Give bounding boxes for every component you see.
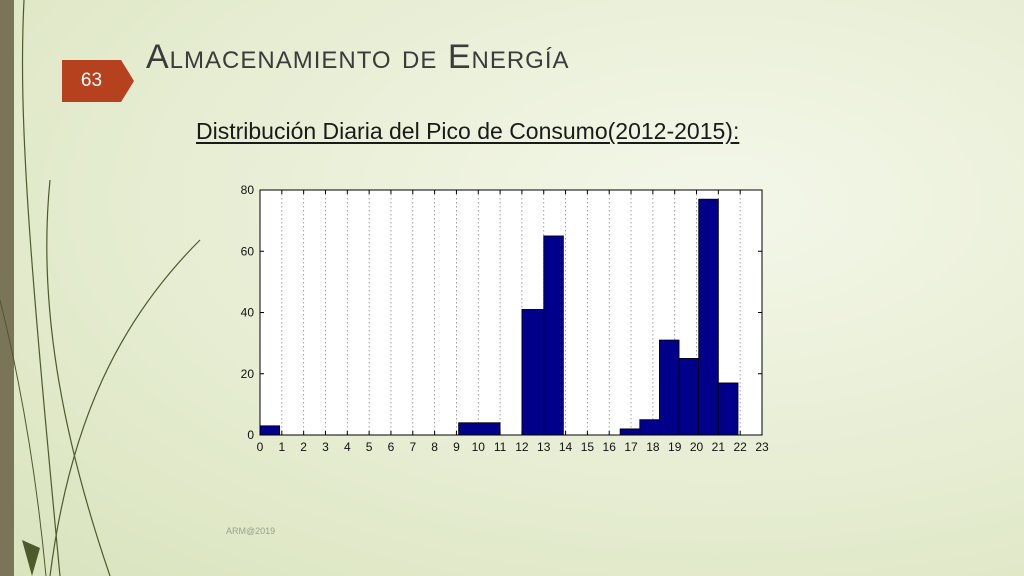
decorative-lines [0, 0, 201, 576]
footer-credit: ARM@2019 [226, 526, 276, 536]
x-tick-label: 6 [388, 440, 395, 454]
histogram-bar [659, 339, 680, 436]
y-tick-label: 0 [247, 428, 254, 442]
histogram-chart: 0 1 2 3 4 5 6 7 8 9 10 11 12 13 14 15 16 17 18 19 20 21 22 2302… [241, 183, 769, 454]
x-tick-label: 0 [257, 440, 264, 454]
x-tick-label: 23 [755, 440, 769, 454]
left-decor-bar [0, 0, 14, 576]
x-tick-label: 4 [344, 440, 351, 454]
plot-frame [259, 189, 763, 436]
y-tick-label: 40 [241, 306, 255, 320]
x-tick-label: 7 [409, 440, 416, 454]
histogram-bar [458, 422, 501, 436]
x-tick-label: 15 [581, 440, 595, 454]
chart-subtitle: Distribución Diaria del Pico de Consumo(… [196, 118, 740, 144]
histogram-bar [543, 235, 564, 436]
histogram-bar [639, 419, 660, 436]
x-tick-label: 17 [624, 440, 638, 454]
slide-number-tab: 63 [62, 60, 134, 102]
histogram-bar [678, 358, 700, 436]
histogram-bar [619, 428, 641, 436]
y-tick-label: 60 [241, 244, 255, 258]
y-tick-label: 20 [241, 367, 255, 381]
histogram-bar [521, 309, 545, 436]
histogram-bar [717, 382, 739, 436]
x-tick-label: 8 [431, 440, 438, 454]
x-tick-label: 14 [559, 440, 573, 454]
x-tick-label: 13 [537, 440, 551, 454]
histogram-bar [259, 425, 281, 436]
x-tick-label: 21 [712, 440, 726, 454]
x-tick-label: 19 [668, 440, 682, 454]
x-tick-label: 20 [690, 440, 704, 454]
x-tick-label: 12 [515, 440, 529, 454]
y-tick-label: 80 [241, 183, 255, 197]
slide-number: 63 [80, 70, 103, 91]
x-tick-label: 18 [646, 440, 660, 454]
x-tick-label: 16 [603, 440, 617, 454]
x-tick-label: 5 [366, 440, 373, 454]
x-tick-label: 11 [494, 440, 507, 454]
x-tick-label: 10 [472, 440, 486, 454]
slide-title: Almacenamiento de Energía [146, 38, 570, 76]
x-tick-label: 2 [300, 440, 307, 454]
x-tick-label: 22 [733, 440, 747, 454]
x-tick-label: 9 [453, 440, 460, 454]
histogram-bar [698, 198, 719, 436]
x-tick-label: 1 [278, 440, 285, 454]
x-tick-label: 3 [322, 440, 329, 454]
